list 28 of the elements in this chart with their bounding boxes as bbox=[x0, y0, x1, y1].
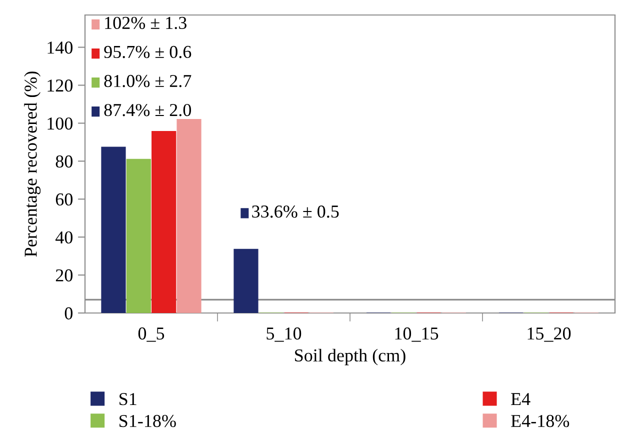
bar bbox=[101, 146, 126, 313]
legend-label: S1 bbox=[120, 393, 136, 406]
x-tick-label: 15_20 bbox=[528, 327, 571, 342]
bar bbox=[176, 119, 202, 313]
annotation: 87.4% ± 2.0 bbox=[104, 104, 192, 116]
x-axis-title: Soil depth (cm) bbox=[295, 348, 406, 366]
annotation: 33.6% ± 0.5 bbox=[252, 205, 339, 218]
y-tick-label: 140 bbox=[48, 42, 73, 54]
bar bbox=[126, 158, 151, 313]
annotation: 81.0% ± 2.7 bbox=[104, 74, 192, 88]
y-tick-label: 80 bbox=[56, 155, 73, 168]
y-tick-label: 60 bbox=[56, 193, 73, 206]
y-axis-title: Percentage recovered (%) bbox=[24, 72, 41, 257]
y-tick-label: 40 bbox=[55, 231, 73, 244]
annotation: 95.7% ± 0.6 bbox=[104, 46, 192, 58]
bar bbox=[234, 248, 258, 313]
legend-label: E4 bbox=[511, 393, 530, 406]
legend-label: S1-18% bbox=[120, 414, 176, 428]
x-tick-label: 5_10 bbox=[266, 327, 302, 342]
y-tick-label: 0 bbox=[64, 307, 73, 320]
annotation: 102% ± 1.3 bbox=[105, 16, 186, 30]
legend-label: E4-18% bbox=[511, 414, 570, 428]
x-tick-label: 0_5 bbox=[138, 327, 164, 342]
y-tick-label: 20 bbox=[56, 269, 73, 282]
x-tick-label: 10_15 bbox=[395, 327, 438, 342]
y-tick-label: 100 bbox=[48, 117, 73, 130]
y-tick-label: 120 bbox=[48, 79, 73, 92]
bar bbox=[152, 131, 176, 313]
